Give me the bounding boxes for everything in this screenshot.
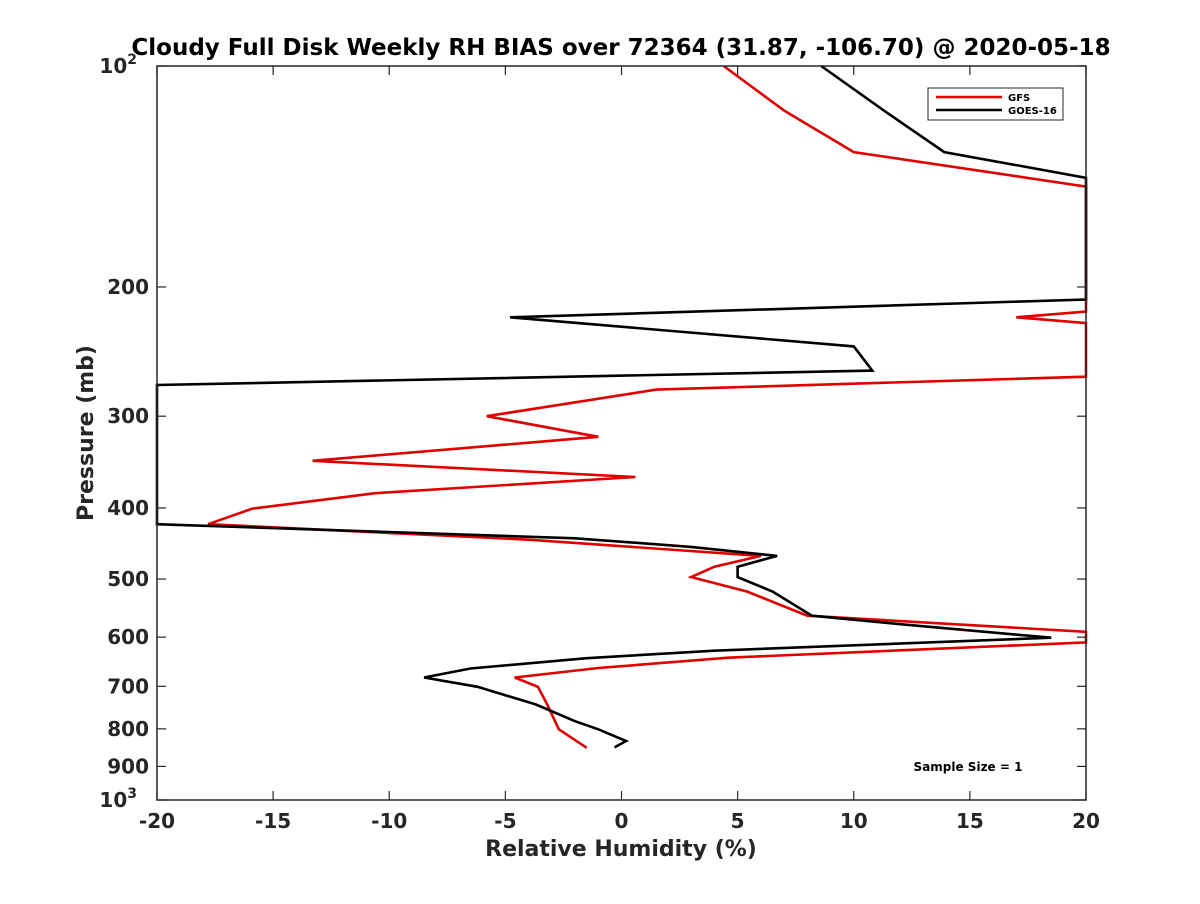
x-tick-label: 0 (615, 809, 629, 833)
chart-title: Cloudy Full Disk Weekly RH BIAS over 723… (131, 35, 1110, 61)
x-tick-label: 5 (731, 809, 745, 833)
legend: GFS GOES-16 (927, 87, 1064, 121)
y-tick-label: 800 (107, 717, 149, 741)
y-tick-label-base: 400 (107, 496, 149, 520)
y-tick-label: 103 (99, 786, 137, 812)
legend-label-goes16: GOES-16 (1008, 106, 1057, 117)
y-tick-label-base: 10 (99, 54, 127, 78)
x-tick-label: -20 (139, 809, 175, 833)
series-layer (155, 64, 1088, 749)
x-tick-label: 20 (1072, 809, 1100, 833)
series-line-gfs (207, 64, 1088, 749)
y-axis-title: Pressure (mb) (74, 345, 99, 521)
y-tick-label-base: 600 (107, 625, 149, 649)
y-tick-label-base: 700 (107, 674, 149, 698)
y-tick-label: 400 (107, 496, 149, 520)
y-tick-label: 600 (107, 625, 149, 649)
y-tick-label-base: 800 (107, 717, 149, 741)
sample-size-annotation: Sample Size = 1 (914, 760, 1023, 774)
y-tick-label: 700 (107, 674, 149, 698)
y-tick-label-base: 10 (99, 788, 127, 812)
y-tick-label-base: 500 (107, 567, 149, 591)
x-tick-label: 10 (840, 809, 868, 833)
y-tick-label: 200 (107, 275, 149, 299)
series-line-goes16 (155, 64, 1088, 749)
x-tick-label: -5 (494, 809, 516, 833)
y-tick-label-base: 300 (107, 404, 149, 428)
y-tick-label-base: 200 (107, 275, 149, 299)
y-tick-label: 500 (107, 567, 149, 591)
x-axis-title: Relative Humidity (%) (485, 837, 757, 862)
y-tick-label-base: 900 (107, 754, 149, 778)
x-tick-label: 15 (956, 809, 984, 833)
x-tick-label: -10 (371, 809, 407, 833)
y-tick-label: 102 (99, 52, 137, 78)
ticks-layer: -20 -15 -10 -5 0 5 10 15 20102200300400500600700… (99, 52, 1100, 833)
plot-frame (156, 65, 1087, 801)
legend-box (927, 87, 1064, 121)
x-tick-label: -15 (255, 809, 291, 833)
y-tick-label-exponent: 2 (127, 52, 137, 68)
y-tick-label: 900 (107, 754, 149, 778)
y-tick-label-exponent: 3 (127, 786, 137, 802)
y-tick-label: 300 (107, 404, 149, 428)
legend-label-gfs: GFS (1008, 93, 1030, 104)
